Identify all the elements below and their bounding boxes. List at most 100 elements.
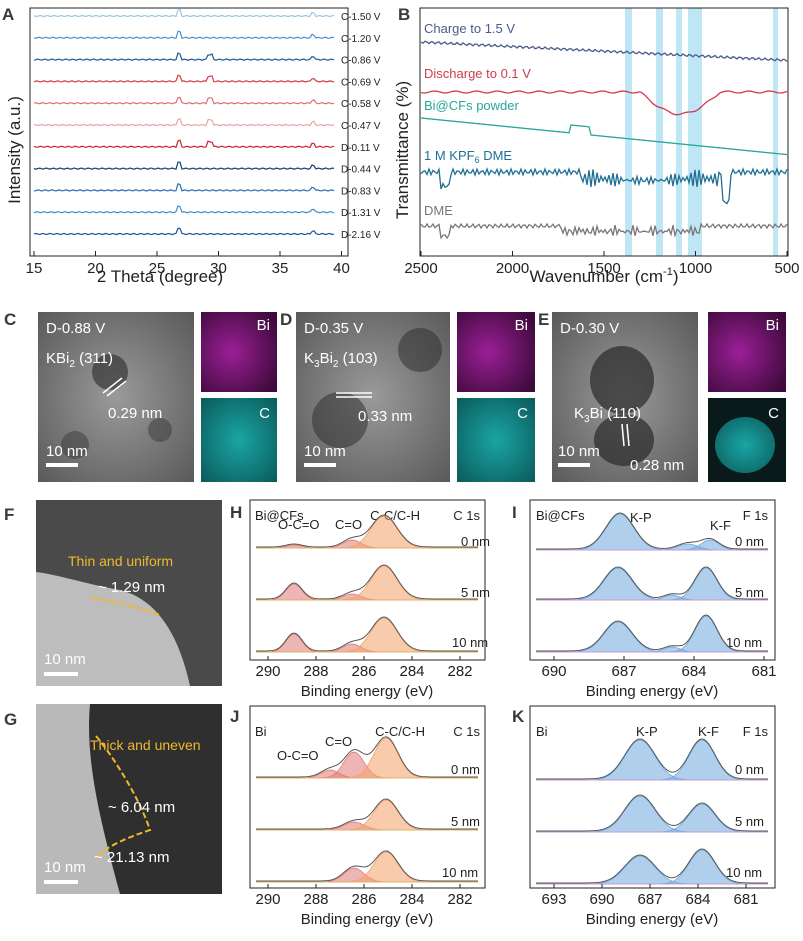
peak-i-2: K-F	[710, 518, 731, 533]
ftir-xtick-label: 2000	[496, 260, 529, 277]
xrd-trace	[33, 96, 335, 105]
panel-e: E D-0.30 V K3Bi (110) 0.28 nm 10 nm Bi C	[538, 310, 786, 482]
panel-label-h: H	[230, 503, 242, 522]
depth-k-2: 10 nm	[726, 865, 762, 880]
ftir-label-discharge: Discharge to 0.1 V	[424, 66, 531, 81]
ftir-axes-frame	[419, 7, 789, 257]
panel-label-d: D	[280, 310, 292, 329]
ftir-label-charge: Charge to 1.5 V	[424, 21, 515, 36]
xps-envelope	[536, 566, 768, 600]
xps-frame-k	[529, 705, 776, 889]
xrd-trace-labels: C-1.50 V C-1.20 V C-0.86 V C-0.69 V C-0.58 V…	[341, 12, 381, 241]
xrd-xtick-label: 30	[210, 260, 227, 277]
xps-envelope	[536, 738, 768, 780]
xps-tick-label: 684	[681, 663, 706, 680]
ftir-xtick-label: 1500	[587, 260, 620, 277]
c-map-c	[201, 398, 277, 482]
xps-envelope	[536, 512, 768, 550]
xps-spectra-h	[256, 514, 478, 653]
scale-bar-d	[304, 463, 336, 467]
xps-tick-label: 290	[255, 663, 280, 680]
tem-particle-d1	[312, 392, 368, 448]
depth-k-1: 5 nm	[735, 814, 764, 829]
xps-tick-label: 687	[637, 891, 662, 908]
xps-peak-fill	[536, 567, 768, 601]
xlabel-i: Binding energy (eV)	[586, 683, 719, 700]
c-map-label-d: C	[517, 405, 528, 422]
thickness-f: ~ 1.29 nm	[98, 579, 165, 596]
ftir-trace	[420, 167, 788, 205]
lattice-marker-e	[621, 423, 625, 447]
ftir-ylabel: Transmittance (%)	[393, 81, 412, 219]
d-spacing-e: 0.28 nm	[630, 457, 684, 474]
xps-frame-i	[529, 499, 776, 661]
panel-h: H Bi@CFs C 1s C-C/C-H C=O O-C=O 0 nm 5 n…	[230, 499, 490, 700]
panel-label-g: G	[4, 710, 17, 729]
xrd-trace	[33, 139, 335, 149]
tem-shell-f	[36, 500, 222, 686]
xps-spectra-i	[536, 512, 768, 653]
xrd-trace-label: C-0.86 V	[341, 56, 381, 67]
xrd-trace	[33, 74, 335, 83]
ftir-label-electrolyte: 1 M KPF6 DME	[424, 148, 512, 165]
scale-bar-g	[44, 880, 78, 884]
tem-image-c	[38, 312, 194, 482]
xps-envelope	[536, 848, 768, 884]
xlabel-k: Binding energy (eV)	[586, 911, 719, 928]
xps-tick-label: 286	[351, 891, 376, 908]
c-map-e-region	[715, 417, 775, 473]
thickness-g1: ~ 6.04 nm	[108, 799, 175, 816]
peak-k-1: K-P	[636, 724, 658, 739]
xrd-trace	[33, 227, 335, 236]
panel-label-a: A	[2, 5, 14, 24]
c-map-label-c: C	[259, 405, 270, 422]
xps-envelope	[256, 564, 478, 600]
xps-tick-label: 284	[399, 663, 424, 680]
xrd-trace-label: C-0.69 V	[341, 77, 381, 88]
peak-h-2: C=O	[335, 517, 362, 532]
bi-map-label-c: Bi	[257, 317, 270, 334]
d-spacing-d: 0.33 nm	[358, 408, 412, 425]
xps-spectra-j	[256, 736, 478, 883]
ftir-xtick-label: 2500	[404, 260, 437, 277]
panel-label-f: F	[4, 505, 14, 524]
xps-tick-label: 288	[303, 663, 328, 680]
region-j: C 1s	[453, 724, 480, 739]
panel-label-k: K	[512, 707, 525, 726]
peak-i-1: K-P	[630, 510, 652, 525]
depth-h-0: 0 nm	[461, 534, 490, 549]
bi-map-e	[708, 312, 786, 392]
depth-h-1: 5 nm	[461, 585, 490, 600]
tem-title-e: D-0.30 V	[560, 320, 619, 337]
panel-a: A Intensity (a.u.) C-1.50 V C-1.20 V C-0.8…	[2, 5, 381, 286]
xrd-trace-label: D-1.31 V	[341, 208, 381, 219]
ftir-xlabel: Wavenumber (cm-1)	[530, 266, 679, 286]
region-k: F 1s	[743, 724, 769, 739]
panel-label-i: I	[512, 503, 517, 522]
xps-tick-label: 286	[351, 663, 376, 680]
sei-outline-f	[91, 597, 161, 616]
panel-label-j: J	[230, 707, 239, 726]
lattice-marker-c	[102, 377, 123, 394]
peak-j-1: O-C=O	[277, 748, 319, 763]
ftir-band-1	[625, 8, 632, 256]
xps-tick-label: 690	[589, 891, 614, 908]
panel-f: F Thin and uniform ~ 1.29 nm 10 nm	[4, 500, 222, 686]
tem-phase-d: K3Bi2 (103)	[304, 350, 378, 370]
scale-bar-c	[46, 463, 78, 467]
scale-bar-e	[558, 463, 590, 467]
xps-ticks-k: 693 690 687 684 681	[541, 884, 759, 908]
xrd-ylabel: Intensity (a.u.)	[5, 96, 24, 204]
xrd-trace-label: C-1.50 V	[341, 12, 381, 23]
ftir-xticks: 2500 2000 1500 1000 500	[404, 251, 800, 277]
xps-tick-label: 282	[447, 891, 472, 908]
xrd-xtick-label: 25	[149, 260, 166, 277]
lattice-marker-c2	[106, 380, 127, 397]
xrd-trace-label: D-0.11 V	[341, 143, 380, 154]
sample-i: Bi@CFs	[536, 508, 585, 523]
tem-particle-e1	[590, 346, 654, 414]
ftir-band-3	[676, 8, 682, 256]
xps-spectra-k	[536, 738, 768, 885]
xrd-trace	[33, 161, 335, 170]
